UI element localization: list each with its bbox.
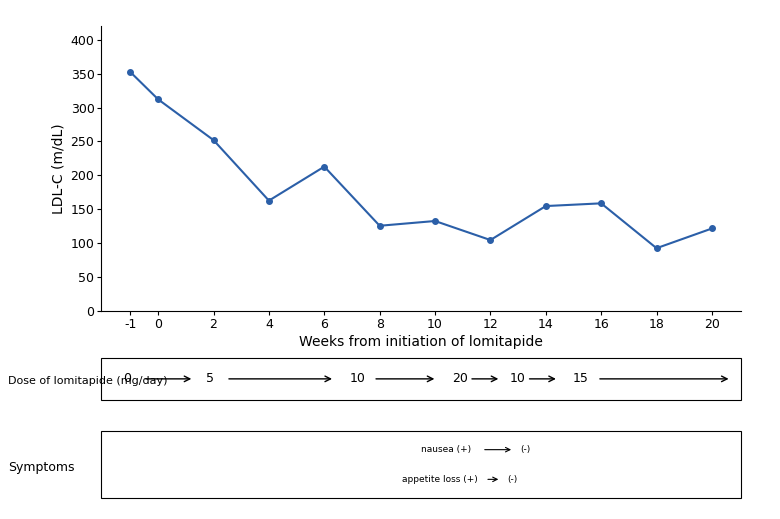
- Text: 10: 10: [509, 372, 525, 386]
- Text: 15: 15: [573, 372, 589, 386]
- Text: 20: 20: [452, 372, 467, 386]
- Text: (-): (-): [508, 475, 518, 484]
- Text: Dose of lomitapide (mg/day): Dose of lomitapide (mg/day): [8, 376, 167, 387]
- Text: 0: 0: [123, 372, 131, 386]
- Y-axis label: LDL-C (m/dL): LDL-C (m/dL): [51, 124, 65, 214]
- Text: 5: 5: [206, 372, 215, 386]
- Text: appetite loss (+): appetite loss (+): [402, 475, 478, 484]
- Text: 10: 10: [349, 372, 365, 386]
- Text: Weeks from initiation of lomitapide: Weeks from initiation of lomitapide: [300, 335, 543, 349]
- FancyBboxPatch shape: [101, 431, 741, 498]
- Text: (-): (-): [520, 445, 530, 454]
- Text: Symptoms: Symptoms: [8, 460, 74, 474]
- Text: nausea (+): nausea (+): [421, 445, 471, 454]
- FancyBboxPatch shape: [101, 358, 741, 400]
